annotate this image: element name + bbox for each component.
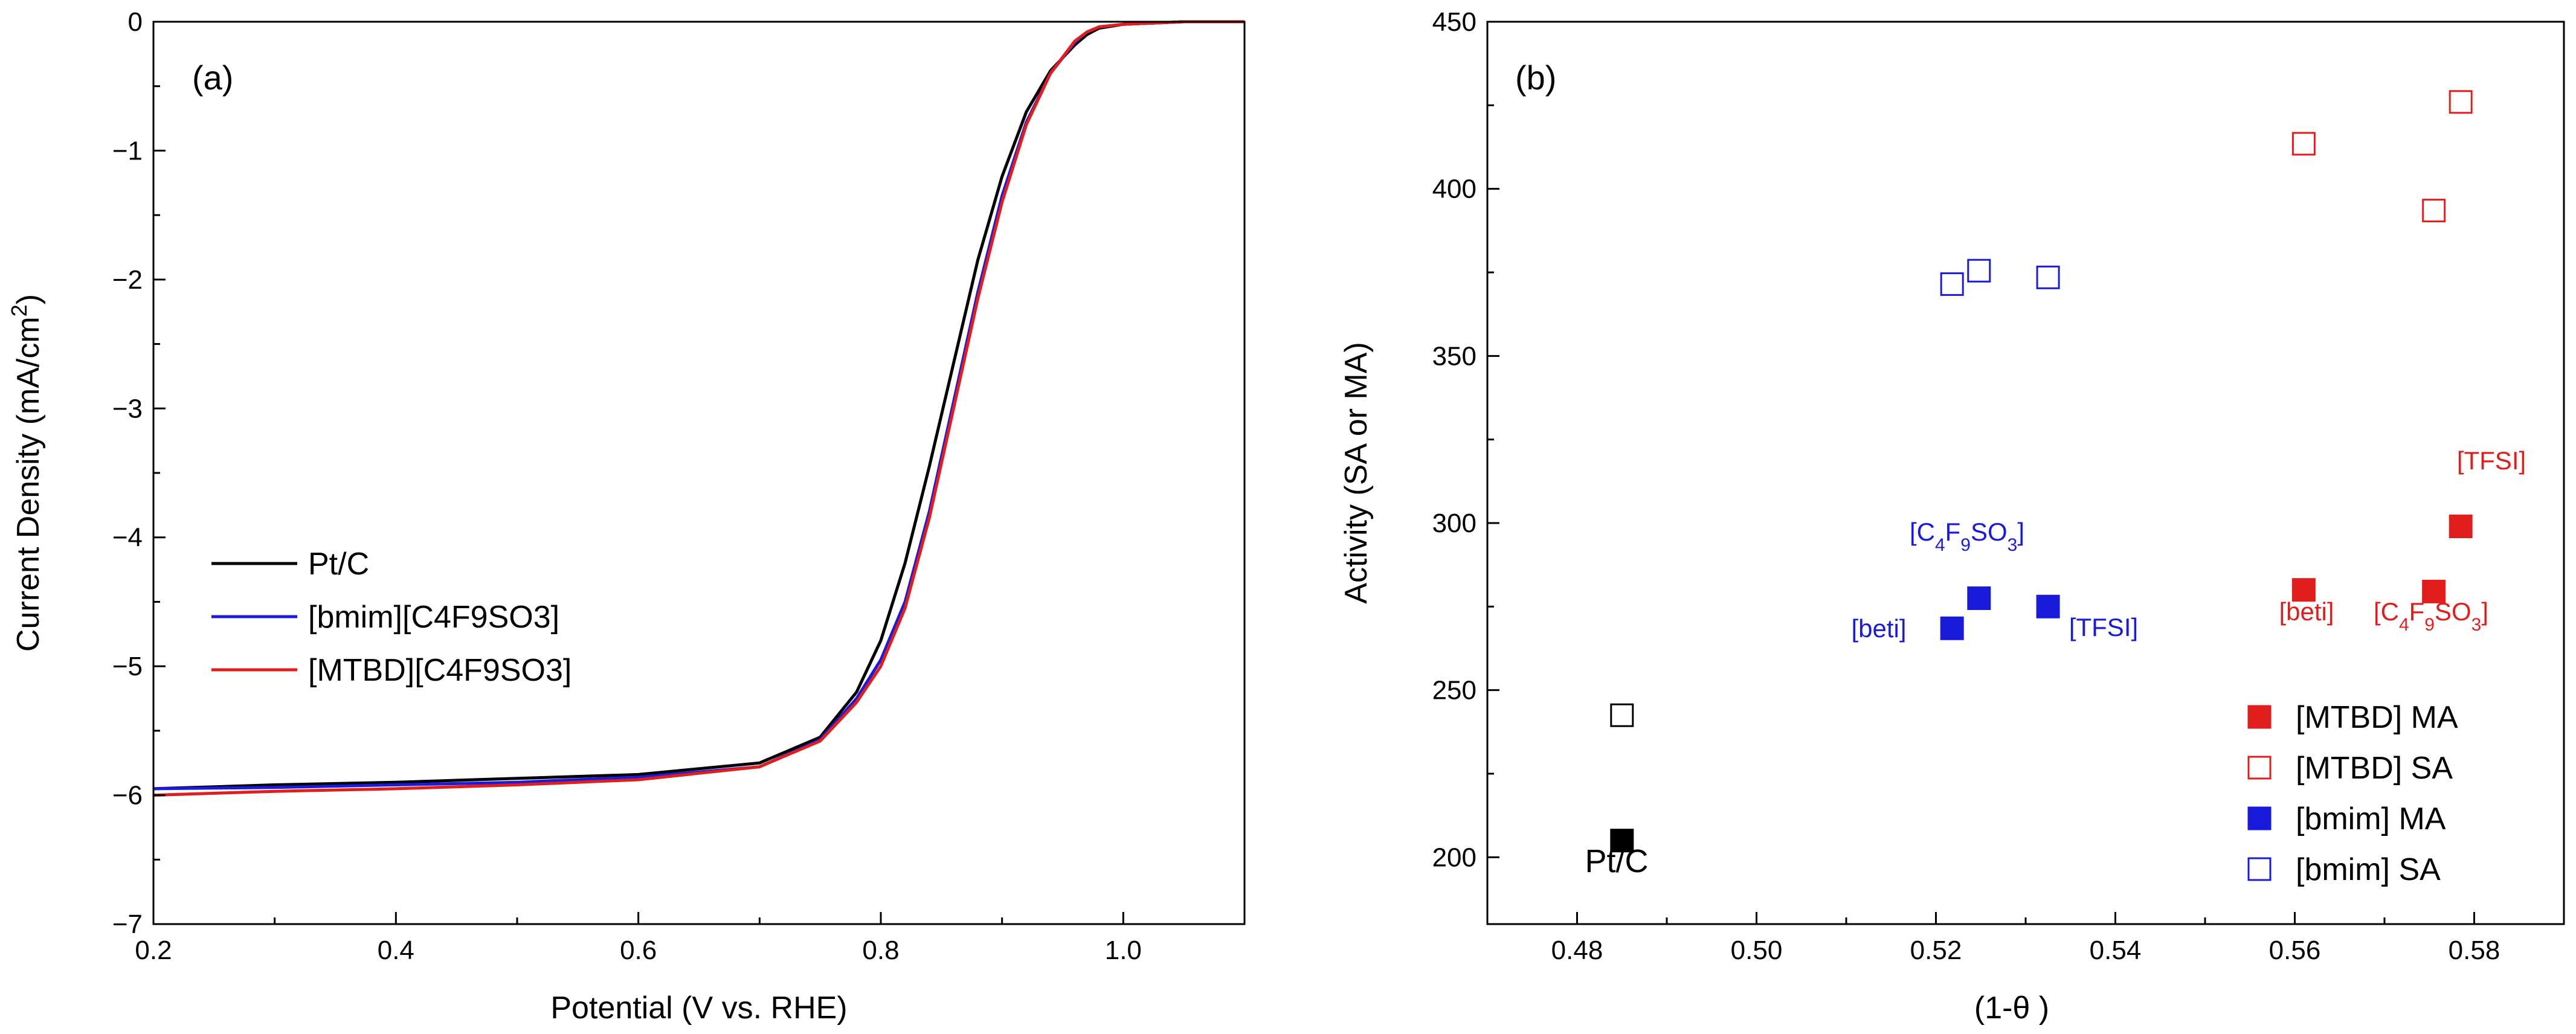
panel-a-ticks: 0.2 0.4 0.6 0.8 1.0 0 −1 −2 −3 −4 −5 −6 −7 xyxy=(112,7,1246,965)
c4f9so3-red-pre: [C xyxy=(2374,597,2399,626)
legend-marker-bmim-sa xyxy=(2247,857,2272,881)
a-ytick-label: −1 xyxy=(112,136,143,165)
c4f9so3-blue-pre: [C xyxy=(1910,518,1935,546)
panel-a-ylabel: Current Density (mA/cm2) xyxy=(7,294,47,652)
a-xtick-label: 0.8 xyxy=(862,936,899,965)
panel-a-label: (a) xyxy=(192,59,233,97)
point--mtbd-sa xyxy=(2422,199,2446,223)
legend-label-ptc: Pt/C xyxy=(308,547,369,582)
panel-b: 0.48 0.50 0.52 0.54 0.56 0.58 200 250 300 350 400 4… xyxy=(1339,7,2565,1026)
a-xtick-label: 0.6 xyxy=(620,936,657,965)
b-xtick-label: 0.54 xyxy=(2090,936,2142,965)
point--mtbd-ma xyxy=(2422,579,2446,603)
legend-label-bmim-ma: [bmim] MA xyxy=(2296,801,2446,837)
panel-a-legend: Pt/C [bmim][C4F9SO3] [MTBD][C4F9SO3] xyxy=(211,547,572,688)
point--bmim-ma xyxy=(2036,594,2060,618)
legend-marker-mtbd-ma xyxy=(2247,705,2272,729)
a-ytick-label: −5 xyxy=(112,652,143,681)
a-ytick-label: −3 xyxy=(112,394,143,423)
b-ytick-label: 250 xyxy=(1432,676,1476,705)
panel-b-label: (b) xyxy=(1515,59,1556,97)
point--bmim-sa xyxy=(1967,258,1991,283)
b-ytick-label: 450 xyxy=(1432,7,1476,37)
panel-a-xlabel: Potential (V vs. RHE) xyxy=(550,991,847,1026)
series-line-0 xyxy=(153,20,1245,791)
a-ytick-label: −7 xyxy=(112,910,143,939)
a-xtick-label: 1.0 xyxy=(1105,936,1142,965)
panel-a-ylabel-end: ) xyxy=(11,294,46,304)
point--bmim-ma xyxy=(1940,616,1964,640)
c4f9so3-blue-s2: 9 xyxy=(1960,535,1971,555)
c4f9so3-blue-mid2: SO xyxy=(1971,518,2008,546)
annot-tfsi-red: [TFSI] xyxy=(2457,446,2526,475)
panel-a-frame xyxy=(152,21,1246,925)
c4f9so3-blue-s1: 4 xyxy=(1935,535,1945,555)
b-xtick-label: 0.48 xyxy=(1551,936,1603,965)
panel-b-legend: [MTBD] MA [MTBD] SA [bmim] MA [bmim] SA xyxy=(2247,700,2458,887)
point--bmim-sa xyxy=(1940,272,1964,296)
panel-a-ylabel-main: Current Density (mA/cm xyxy=(11,316,46,652)
panel-b-points xyxy=(1610,90,2473,853)
point-pt-c-sa xyxy=(1610,703,1634,727)
point--mtbd-sa xyxy=(2449,90,2473,114)
legend-label-bmim-sa: [bmim] SA xyxy=(2296,852,2441,887)
annot-c4f9so3-red: [C4F9SO3] xyxy=(2374,597,2488,635)
a-ytick-label: −2 xyxy=(112,265,143,295)
point--bmim-sa xyxy=(2036,265,2060,289)
legend-marker-mtbd-sa xyxy=(2247,756,2272,780)
legend-label-mtbd-sa: [MTBD] SA xyxy=(2296,751,2453,786)
b-ytick-label: 200 xyxy=(1432,843,1476,872)
panel-a: 0.2 0.4 0.6 0.8 1.0 0 −1 −2 −3 −4 −5 −6 −7 (a) Poten… xyxy=(7,7,1246,1026)
point-pt-c-ma xyxy=(1610,829,1634,853)
b-ytick-label: 300 xyxy=(1432,509,1476,538)
annot-beti-blue: [beti] xyxy=(1851,614,1906,643)
annot-ptc: Pt/C xyxy=(1585,843,1648,879)
c4f9so3-red-s3: 3 xyxy=(2471,615,2482,635)
point--mtbd-ma xyxy=(2291,578,2316,602)
b-xtick-label: 0.58 xyxy=(2449,936,2500,965)
point--mtbd-ma xyxy=(2449,515,2473,538)
series-line-2 xyxy=(153,20,1245,797)
panel-b-ticks: 0.48 0.50 0.52 0.54 0.56 0.58 200 250 300 350 400 4… xyxy=(1432,7,2500,965)
a-xtick-label: 0.2 xyxy=(135,936,172,965)
b-xtick-label: 0.56 xyxy=(2269,936,2321,965)
c4f9so3-red-mid2: SO xyxy=(2435,597,2471,626)
c4f9so3-red-s2: 9 xyxy=(2424,615,2435,635)
b-ytick-label: 400 xyxy=(1432,175,1476,204)
panel-b-xlabel: (1-θ ) xyxy=(1974,991,2049,1026)
annot-beti-red: [beti] xyxy=(2279,597,2334,626)
c4f9so3-red-post: ] xyxy=(2481,597,2488,626)
point--bmim-ma xyxy=(1967,586,1991,610)
legend-label-mtbd: [MTBD][C4F9SO3] xyxy=(308,653,572,688)
c4f9so3-blue-s3: 3 xyxy=(2008,535,2018,555)
annot-c4f9so3-blue: [C4F9SO3] xyxy=(1910,518,2024,555)
annot-tfsi-blue: [TFSI] xyxy=(2069,613,2138,641)
a-ytick-label: 0 xyxy=(128,7,143,37)
c4f9so3-red-s1: 4 xyxy=(2399,615,2409,635)
legend-label-bmim: [bmim][C4F9SO3] xyxy=(308,600,559,635)
panel-a-series-group xyxy=(153,20,1245,797)
c4f9so3-blue-mid1: F xyxy=(1945,518,1961,546)
c4f9so3-blue-post: ] xyxy=(2017,518,2024,546)
panel-a-ylabel-sup: 2 xyxy=(7,304,31,316)
a-ytick-label: −6 xyxy=(112,781,143,811)
a-ytick-label: −4 xyxy=(112,523,143,553)
a-xtick-label: 0.4 xyxy=(378,936,414,965)
c4f9so3-red-mid1: F xyxy=(2409,597,2425,626)
legend-marker-bmim-ma xyxy=(2247,806,2272,830)
b-xtick-label: 0.50 xyxy=(1731,936,1783,965)
b-ytick-label: 350 xyxy=(1432,341,1476,371)
panel-b-ylabel: Activity (SA or MA) xyxy=(1339,342,1374,603)
legend-label-mtbd-ma: [MTBD] MA xyxy=(2296,700,2458,735)
b-xtick-label: 0.52 xyxy=(1910,936,1962,965)
panel-b-frame xyxy=(1486,21,2565,925)
point--mtbd-sa xyxy=(2291,132,2316,156)
